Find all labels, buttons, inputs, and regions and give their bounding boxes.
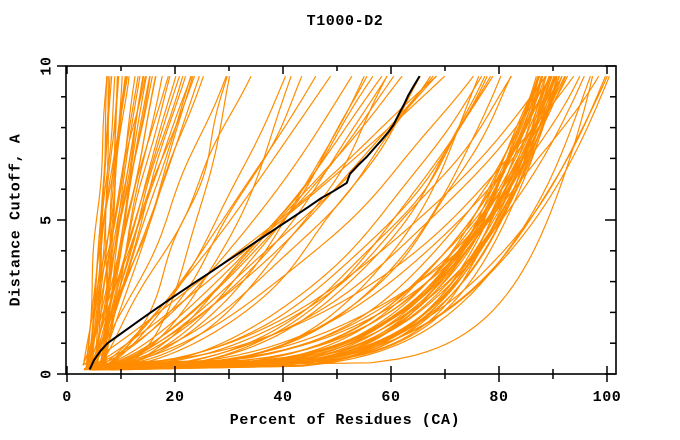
model-curve — [101, 75, 193, 368]
model-curves-group — [82, 75, 610, 371]
model-curve — [87, 75, 353, 366]
model-curve — [89, 75, 575, 365]
model-curve — [106, 75, 483, 369]
model-curve — [110, 76, 594, 368]
model-curve — [110, 75, 368, 367]
model-curve — [102, 75, 388, 367]
chart-title: T1000-D2 — [306, 13, 384, 30]
model-curve — [94, 76, 543, 368]
x-axis-tick-label: 60 — [381, 389, 400, 406]
model-curve — [93, 76, 145, 369]
model-curve — [111, 75, 403, 368]
model-curve — [111, 76, 231, 369]
y-axis-tick-label: 10 — [39, 56, 56, 75]
model-curve — [110, 75, 585, 370]
model-curve — [100, 75, 608, 370]
model-curve — [98, 75, 512, 368]
model-curve — [89, 75, 227, 369]
model-curve — [90, 75, 486, 369]
model-curve — [91, 76, 116, 366]
model-curve — [91, 75, 600, 368]
model-curve — [99, 75, 547, 367]
model-curve — [90, 75, 383, 370]
model-curve — [93, 75, 563, 367]
model-curve — [94, 76, 136, 371]
y-axis-tick-label: 5 — [39, 215, 56, 225]
model-curve — [101, 76, 118, 368]
model-curve — [115, 75, 610, 368]
x-axis-tick-label: 40 — [273, 389, 292, 406]
model-curve — [90, 75, 513, 369]
model-curve — [83, 75, 581, 365]
model-curve — [87, 76, 177, 371]
model-curve — [98, 75, 434, 368]
model-curve — [109, 76, 591, 371]
model-curve — [98, 75, 388, 368]
x-axis-tick-label: 20 — [165, 389, 184, 406]
x-axis-tick-label: 80 — [489, 389, 508, 406]
model-curve — [93, 76, 192, 369]
y-axis-label: Distance Cutoff, A — [7, 133, 25, 307]
model-curve — [89, 76, 111, 368]
model-curve — [99, 75, 252, 367]
model-curve — [95, 76, 151, 369]
model-curve — [82, 76, 127, 366]
x-axis-label: Percent of Residues (CA) — [229, 412, 461, 429]
model-curve — [107, 75, 541, 370]
model-curve — [88, 76, 200, 365]
model-curve — [85, 75, 303, 369]
model-curve — [97, 76, 108, 370]
model-curve — [115, 75, 547, 366]
model-curve — [99, 75, 317, 370]
model-curve — [96, 75, 492, 370]
model-curve — [83, 75, 431, 370]
model-curve — [113, 76, 550, 366]
y-axis-tick-label: 0 — [39, 369, 56, 379]
model-curve — [95, 75, 287, 371]
model-curve — [100, 75, 502, 366]
model-curve — [104, 76, 542, 370]
x-axis-tick-label: 0 — [62, 389, 72, 406]
model-curve — [101, 76, 171, 367]
model-curve — [100, 75, 474, 367]
model-curve — [86, 76, 108, 368]
reference-curve — [88, 75, 421, 370]
x-axis-tick-label: 100 — [593, 389, 622, 406]
model-curve — [106, 75, 540, 369]
